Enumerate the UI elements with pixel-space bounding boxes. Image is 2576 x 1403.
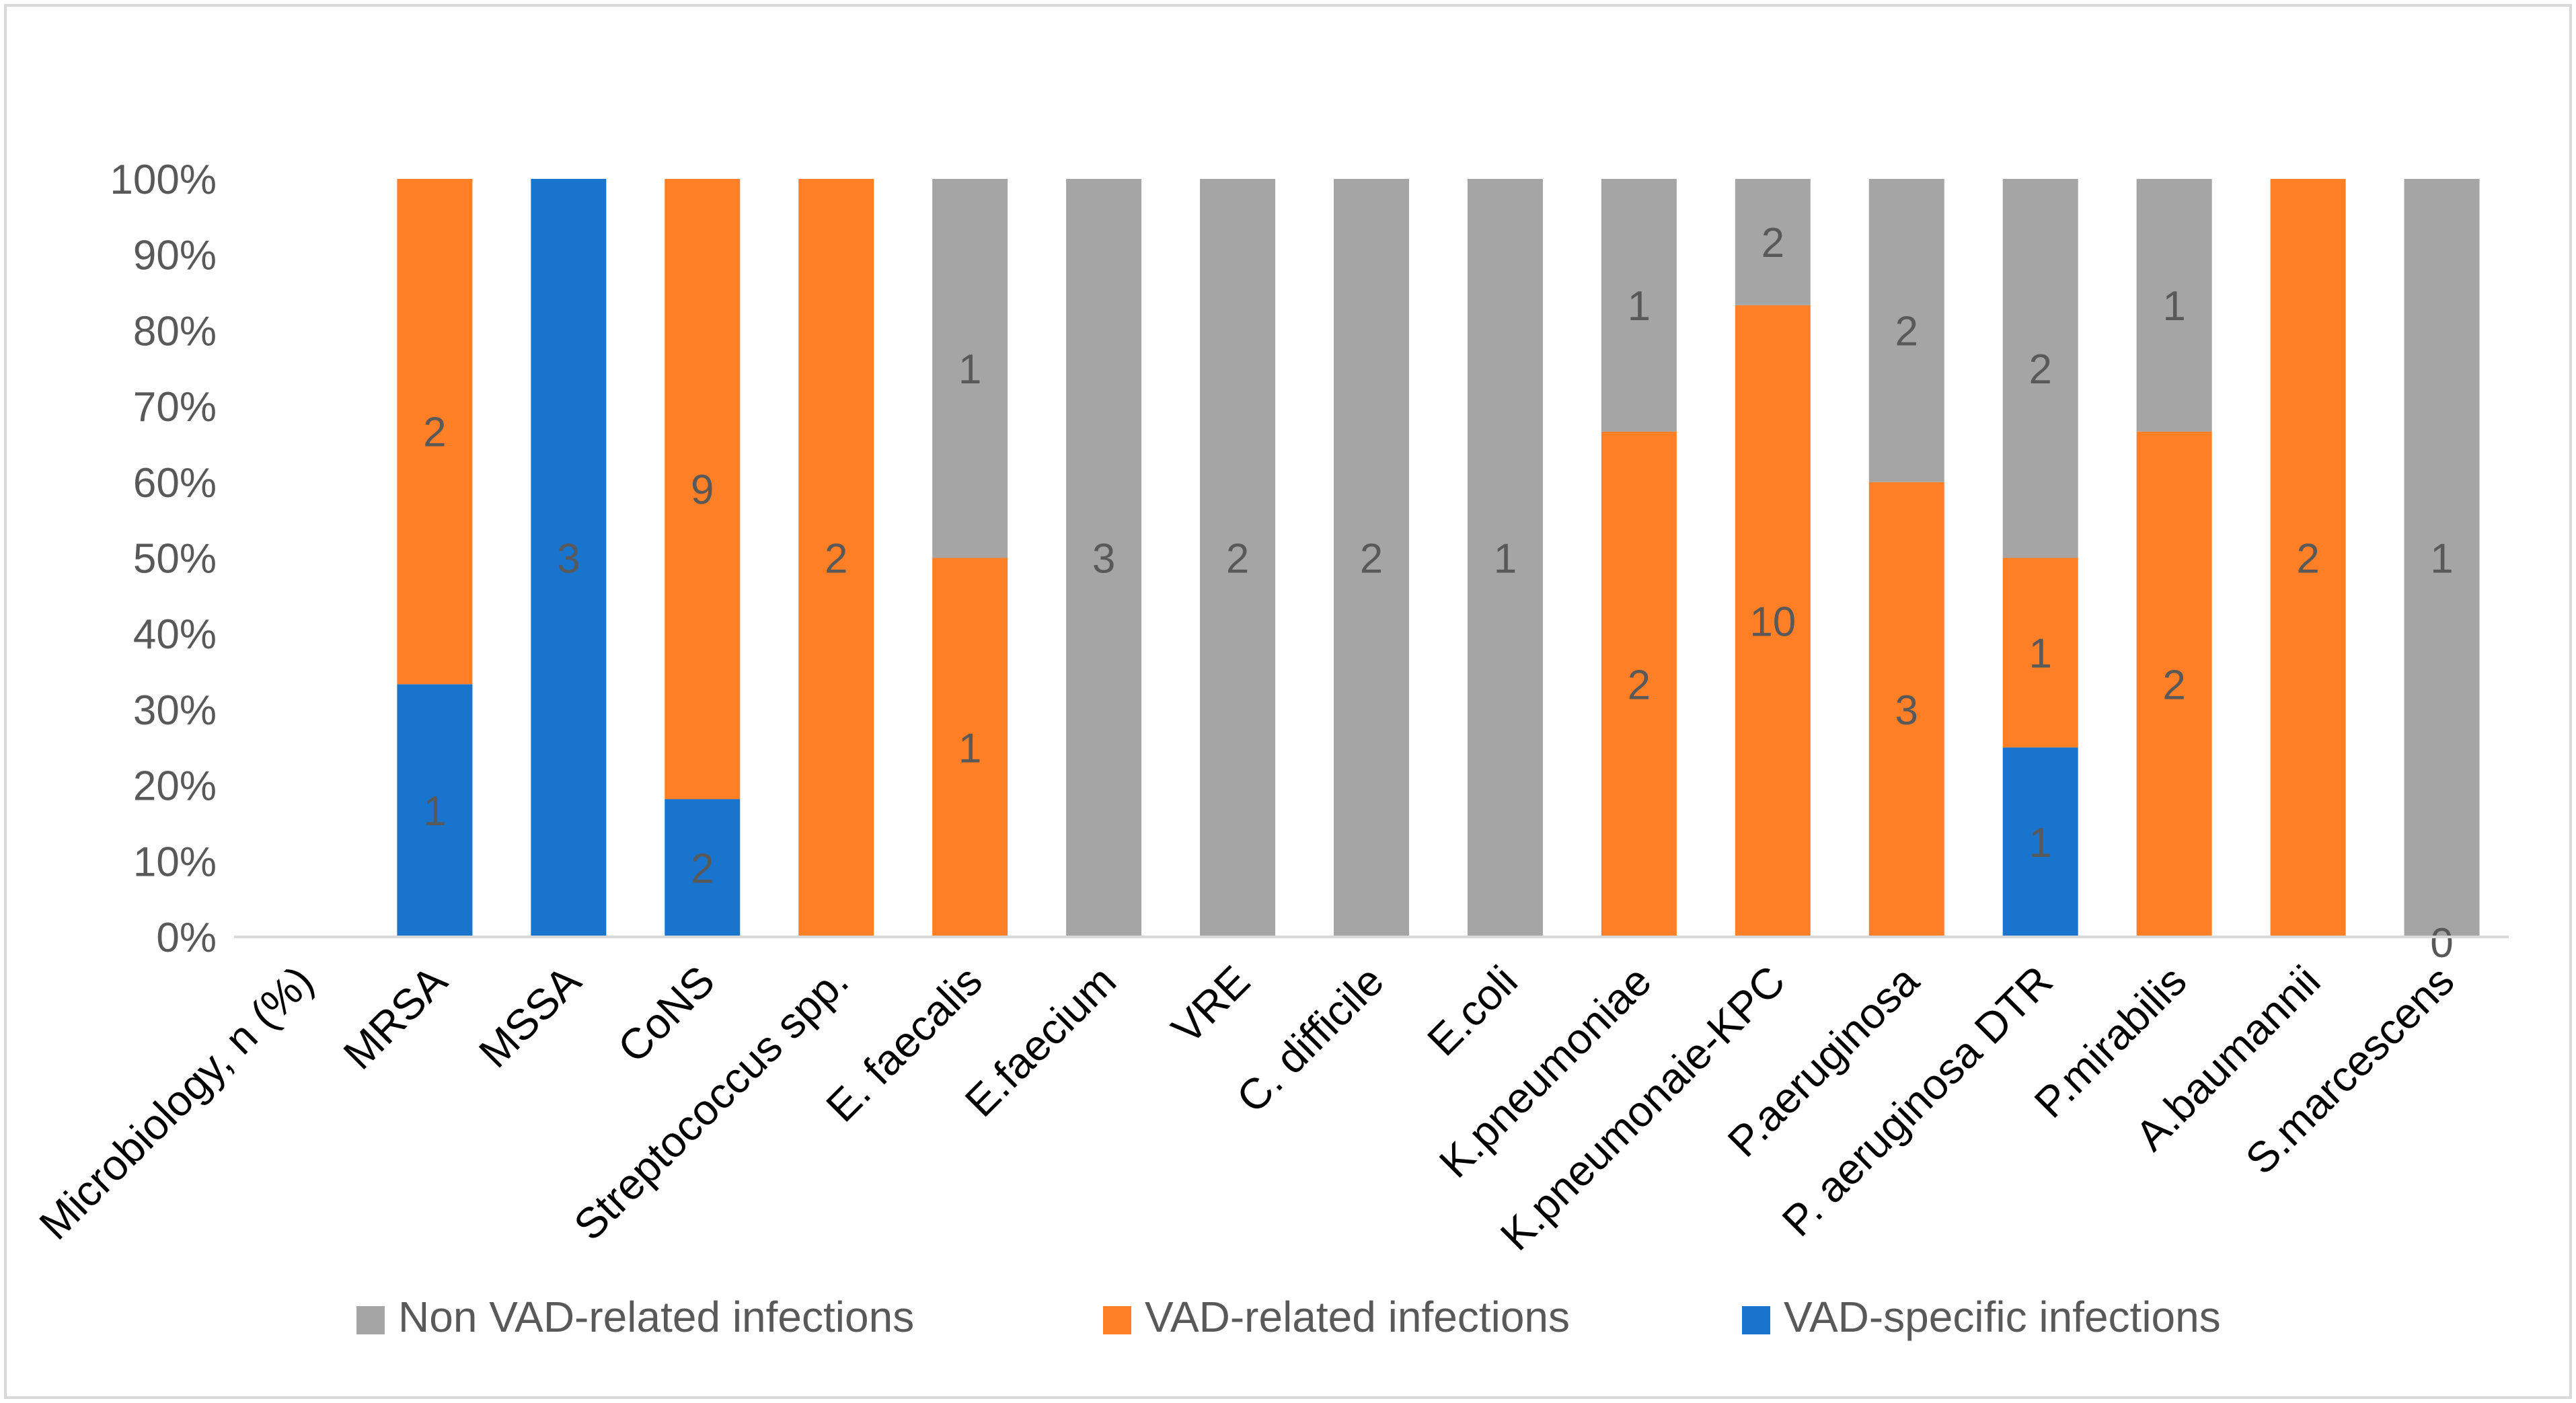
data-label: 1 [2029, 820, 2051, 866]
legend-swatch [1742, 1306, 1770, 1334]
data-label: 1 [958, 725, 981, 771]
legend-item: VAD-specific infections [1742, 1293, 2221, 1341]
y-tick-label: 20% [133, 763, 217, 810]
y-tick-label: 40% [133, 611, 217, 658]
data-label: 2 [2029, 346, 2051, 393]
bar-segment [932, 179, 1008, 558]
data-label: 2 [691, 846, 714, 893]
y-tick-label: 100% [110, 157, 217, 203]
bar-segment [1066, 179, 1142, 937]
y-tick-label: 0% [156, 915, 217, 961]
data-label: 2 [2296, 536, 2319, 582]
y-tick-label: 80% [133, 308, 217, 354]
legend-item: Non VAD-related infections [356, 1293, 914, 1341]
data-label: 1 [958, 346, 981, 393]
bar-segment [1467, 179, 1543, 937]
y-tick-label: 50% [133, 536, 217, 582]
data-label: 1 [2162, 283, 2185, 330]
legend-swatch [1103, 1306, 1131, 1334]
legend-label: Non VAD-related infections [398, 1293, 914, 1341]
bar-segment [1735, 305, 1811, 937]
data-label: 1 [1494, 536, 1517, 582]
data-label: 1 [1628, 283, 1651, 330]
bar-segment [2136, 179, 2212, 432]
legend-swatch [356, 1306, 385, 1334]
bar-segment [1868, 179, 1944, 482]
bar-segment [2002, 558, 2078, 748]
data-label: 3 [1895, 687, 1918, 734]
y-tick-label: 70% [133, 384, 217, 430]
data-label: 1 [2430, 536, 2453, 582]
data-label: 1 [423, 788, 446, 835]
bar-segment [1735, 179, 1811, 305]
y-tick-label: 30% [133, 687, 217, 734]
data-label: 2 [1761, 220, 1784, 266]
bar-segment [1601, 179, 1677, 432]
legend-item: VAD-related infections [1103, 1293, 1570, 1341]
data-label: 2 [1226, 536, 1249, 582]
data-label: 2 [1360, 536, 1383, 582]
bar-segment [2002, 747, 2078, 937]
y-tick-label: 10% [133, 839, 217, 885]
bar-segment [2404, 179, 2480, 937]
data-label: 0 [2430, 920, 2453, 966]
bar-segment [932, 558, 1008, 937]
data-label: 2 [825, 536, 847, 582]
bar-segment [531, 179, 607, 937]
bars [397, 179, 2480, 937]
data-label: 10 [1749, 599, 1796, 645]
bar-segment [1200, 179, 1276, 937]
data-label: 2 [1628, 662, 1651, 708]
data-label: 3 [1092, 536, 1115, 582]
data-label: 2 [2162, 662, 2185, 708]
bar-segment [798, 179, 874, 937]
data-label: 1 [2029, 630, 2051, 677]
bar-segment [2002, 179, 2078, 558]
legend: Non VAD-related infections VAD-related in… [356, 1293, 2221, 1341]
y-tick-label: 90% [133, 233, 217, 279]
data-label: 2 [423, 410, 446, 456]
bar-segment [397, 684, 473, 937]
legend-label: VAD-related infections [1145, 1293, 1570, 1341]
data-label: 2 [1895, 308, 1918, 354]
bar-segment [2136, 431, 2212, 937]
bar-segment [1868, 482, 1944, 937]
bar-segment [665, 179, 741, 800]
y-axis-tick-labels: 0% 10% 20% 30% 40% 50% 60% 70% 80% 90% 100% [110, 157, 217, 961]
bar-segment [2270, 179, 2346, 937]
data-label: 9 [691, 467, 714, 513]
bar-segment [397, 179, 473, 685]
bar-segment [1601, 431, 1677, 937]
data-label: 3 [557, 536, 580, 582]
y-tick-label: 60% [133, 460, 217, 506]
legend-label: VAD-specific infections [1784, 1293, 2221, 1341]
bar-segment [1334, 179, 1409, 937]
bar-segment [665, 799, 741, 937]
